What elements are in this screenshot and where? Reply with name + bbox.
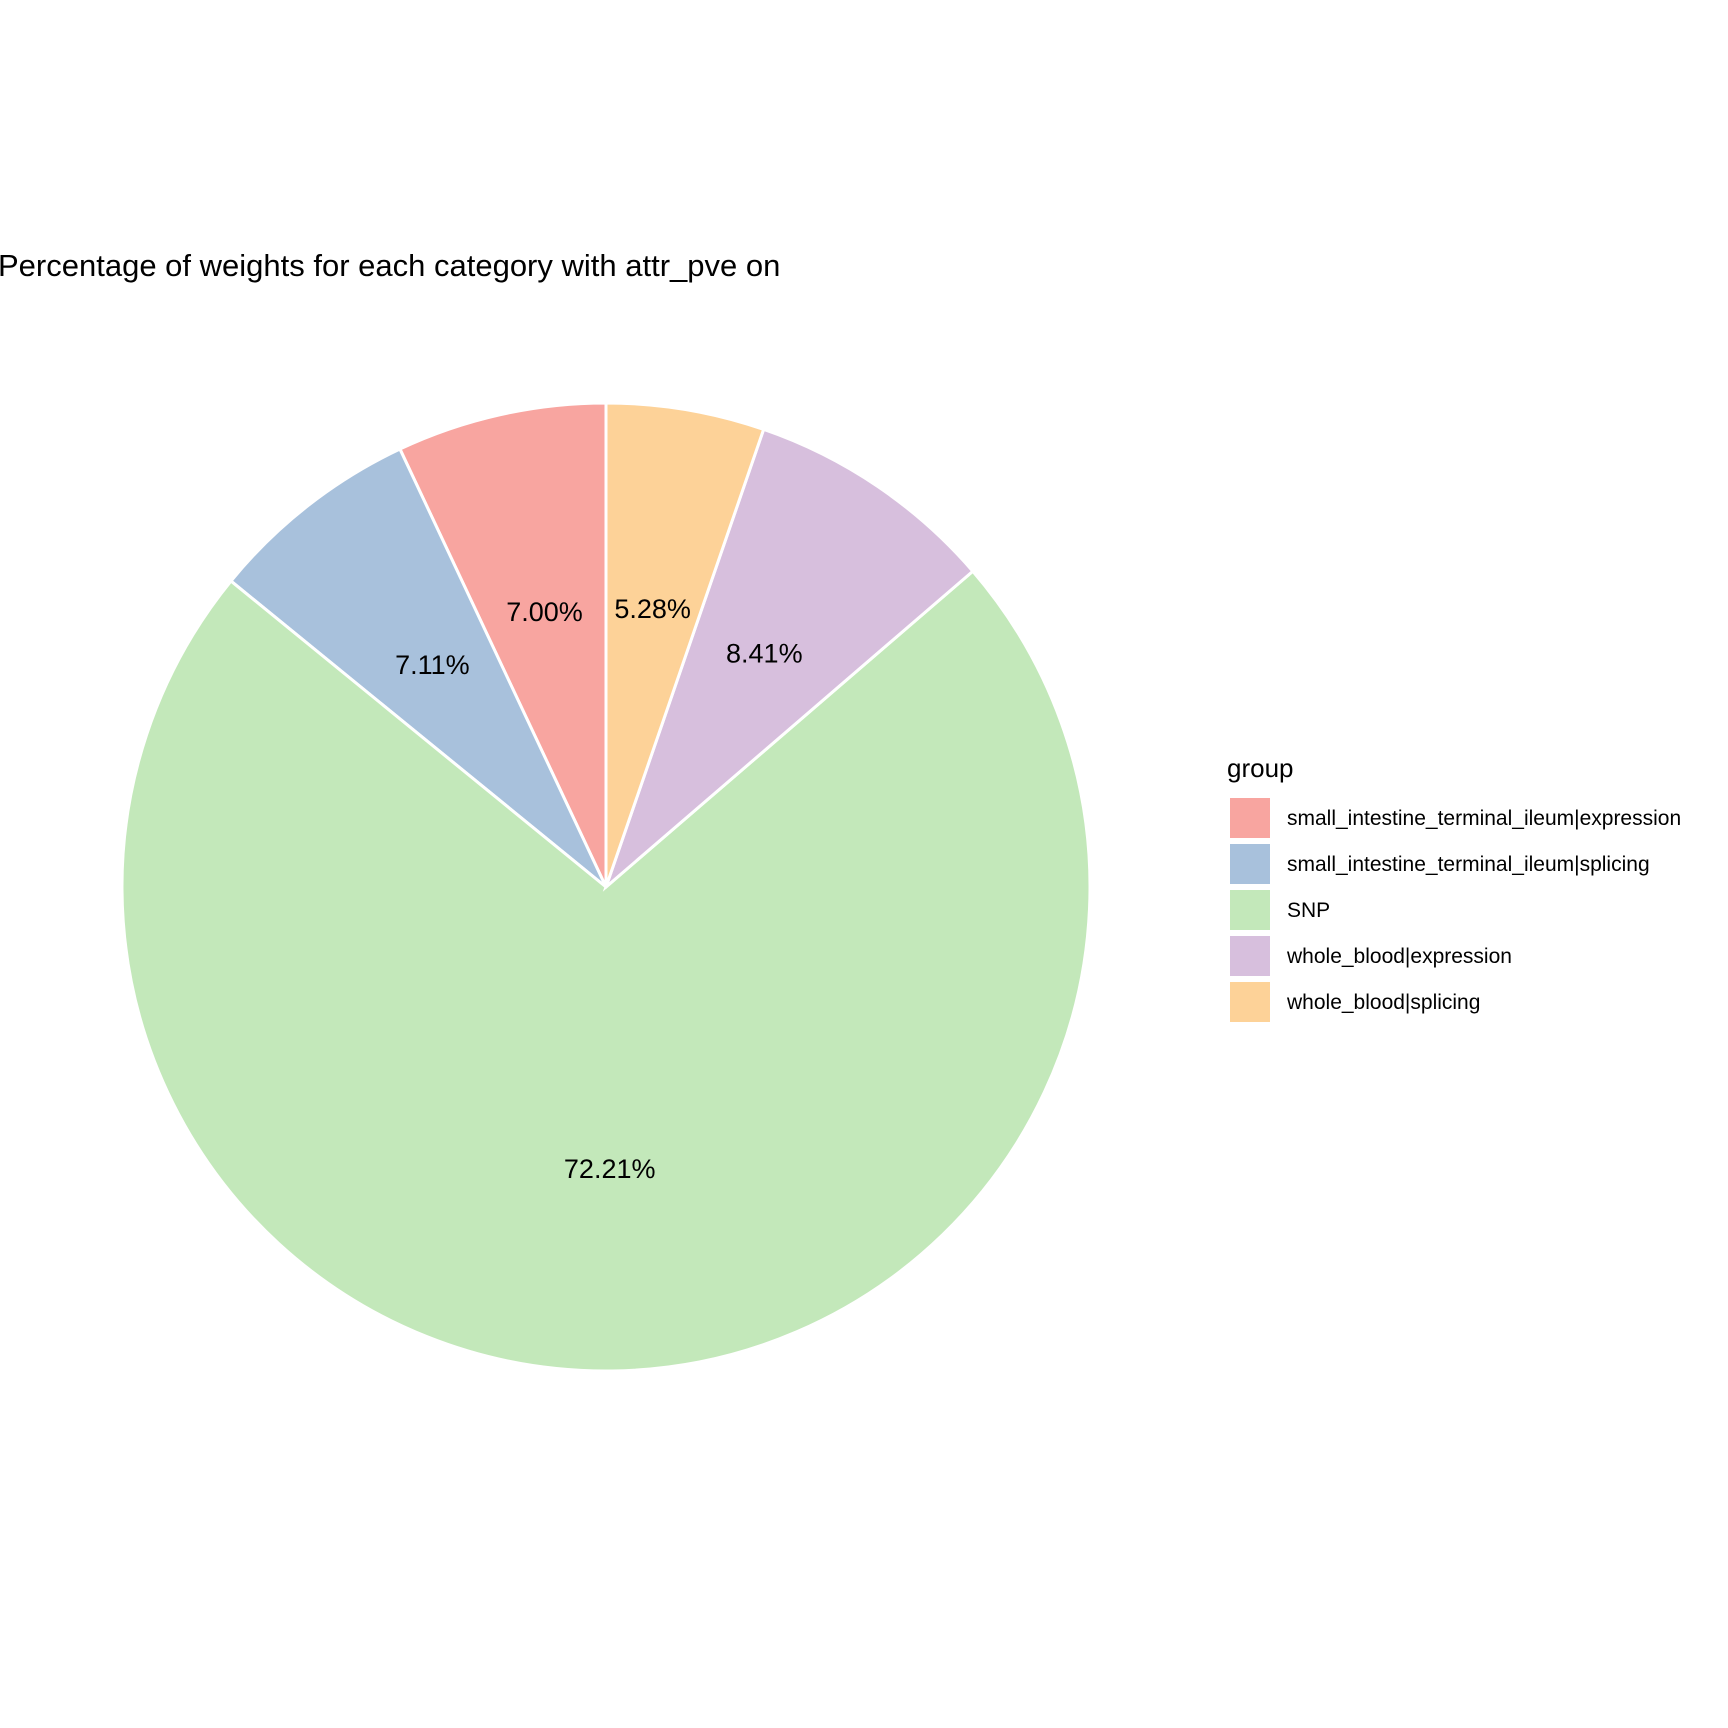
pie-slice: [120, 569, 1092, 1373]
legend-label: whole_blood|expression: [1286, 945, 1512, 968]
legend: group small_intestine_terminal_ileum|exp…: [1227, 753, 1681, 1022]
legend-items: small_intestine_terminal_ileum|expressio…: [1230, 798, 1681, 1022]
slice-value-label: 72.21%: [564, 1154, 656, 1184]
pie-slice-labels: 7.00% 7.11% 72.21% 8.41% 5.28%: [395, 594, 802, 1184]
slice-value-label: 5.28%: [614, 594, 691, 624]
legend-swatch: [1230, 798, 1270, 838]
legend-label: small_intestine_terminal_ileum|splicing: [1287, 853, 1650, 876]
slice-value-label: 7.11%: [395, 650, 470, 680]
pie-slice: [228, 447, 608, 889]
legend-swatch: [1230, 890, 1270, 930]
slice-value-label: 8.41%: [726, 639, 803, 669]
pie-slice: [602, 427, 975, 892]
pie-slice: [397, 401, 608, 888]
legend-swatch: [1230, 844, 1270, 884]
pie-slices: [120, 401, 1092, 1373]
legend-label: whole_blood|splicing: [1286, 991, 1480, 1014]
chart-title: Percentage of weights for each category …: [0, 248, 780, 283]
legend-swatch: [1230, 936, 1270, 976]
pie-slice: [604, 401, 766, 888]
legend-title: group: [1227, 753, 1294, 783]
legend-label: SNP: [1287, 899, 1330, 922]
slice-value-label: 7.00%: [506, 597, 583, 627]
legend-label: small_intestine_terminal_ileum|expressio…: [1287, 807, 1681, 830]
legend-swatch: [1230, 982, 1270, 1022]
